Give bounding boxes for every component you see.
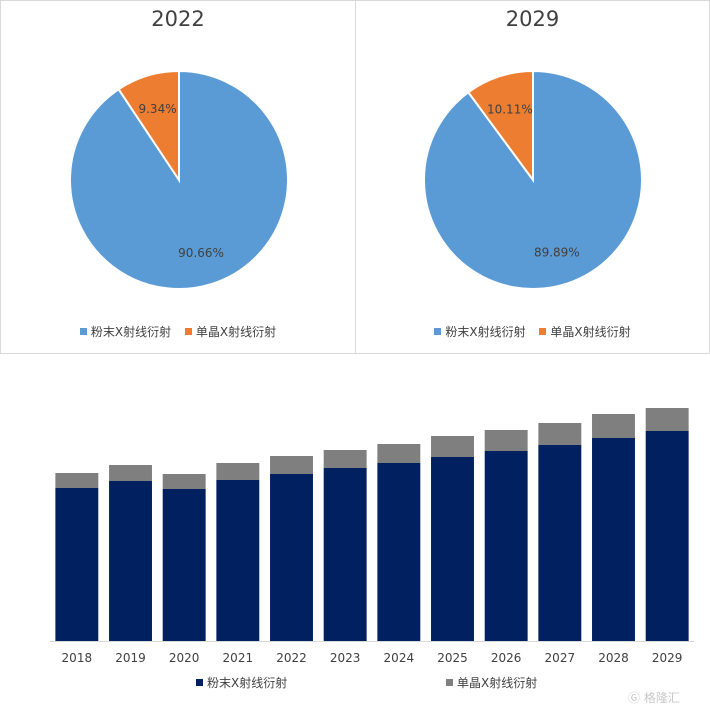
x-tick-label: 2020 [169,651,200,665]
bar-segment [484,451,528,641]
x-tick-label: 2028 [598,651,629,665]
bar-segment [55,488,99,641]
bar-legend: 粉末X射线衍射 单晶X射线衍射 [0,674,710,692]
legend-item-powder: 粉末X射线衍射 [79,323,172,340]
legend-item-powder: 粉末X射线衍射 [196,674,287,691]
pie-data-label: 89.89% [534,245,580,259]
legend-swatch [79,328,87,335]
bar-segment [484,430,528,451]
watermark-text: 格隆汇 [643,691,680,705]
legend-item-powder: 粉末X射线衍射 [434,323,526,340]
pie-chart-2022: 90.66% 9.34% [69,69,289,290]
legend-item-single-crystal: 单晶X射线衍射 [446,674,537,691]
pie-data-label: 90.66% [178,246,224,260]
bar-segment [645,431,689,641]
pie-panel-2029: 2029 89.89% 10.11% 粉末X射线衍射 单晶X射线衍射 [355,0,710,354]
bar-segment [377,444,421,463]
bar-segment [431,457,474,641]
pie-title: 2029 [505,7,560,31]
x-tick-label: 2029 [652,651,683,665]
legend-swatch [539,328,547,335]
bar-segment [538,423,582,445]
legend-label: 单晶X射线衍射 [195,325,277,339]
bar-segment [592,414,635,438]
x-tick-label: 2021 [223,651,254,665]
pie-slice [423,69,643,290]
bar-segment [162,474,206,489]
bar-segment [109,465,152,481]
legend-swatch [196,679,203,686]
pie-slice [117,69,180,184]
pie-slice [466,69,534,184]
x-tick-label: 2027 [545,651,576,665]
legend-label: 粉末X射线衍射 [445,325,526,339]
legend-label: 粉末X射线衍射 [207,676,288,690]
pie-data-label: 10.11% [487,103,533,117]
pie-legend: 粉末X射线衍射 单晶X射线衍射 [356,323,709,340]
bar-segment [538,445,582,641]
pie-data-label: 9.34% [138,102,176,116]
legend-label: 粉末X射线衍射 [90,325,172,339]
bar-segment [216,463,260,480]
bar-segment [162,489,206,641]
legend-swatch [446,679,453,686]
x-tick-label: 2025 [437,651,468,665]
bar-segment [592,438,635,641]
legend-label: 单晶X射线衍射 [457,676,538,690]
bar-segment [270,474,313,641]
stacked-bar-chart: 2018 2019 2020 2021 2022 2023 2024 2025 2026 2027… [50,408,694,665]
pie-panel-2022: 2022 90.66% 9.34% 粉末X射线衍射 单晶X射线衍射 [0,0,356,354]
x-tick-label: 2018 [62,651,93,665]
bar-segment [323,450,367,468]
legend-item-single-crystal: 单晶X射线衍射 [539,323,631,340]
watermark-icon: Ⓖ [628,691,644,705]
x-tick-label: 2022 [276,651,307,665]
x-tick-label: 2023 [330,651,361,665]
legend-swatch [434,328,442,335]
bar-segment [270,456,313,474]
bar-segment [323,468,367,641]
pie-legend: 粉末X射线衍射 单晶X射线衍射 [1,323,355,340]
bar-segment [377,463,421,641]
x-tick-label: 2026 [491,651,522,665]
watermark-logo: Ⓖ 格隆汇 [628,689,680,706]
pie-title: 2022 [151,7,205,31]
legend-label: 单晶X射线衍射 [550,325,631,339]
bar-segment [431,436,474,457]
legend-swatch [184,328,192,335]
pie-chart-2029: 89.89% 10.11% [423,69,643,290]
bar-segment [55,473,99,488]
bar-segment [216,480,260,641]
bar-segment [645,408,689,431]
bar-segment [109,481,152,641]
x-tick-label: 2024 [384,651,415,665]
x-tick-label: 2019 [115,651,146,665]
legend-item-single-crystal: 单晶X射线衍射 [184,323,277,340]
